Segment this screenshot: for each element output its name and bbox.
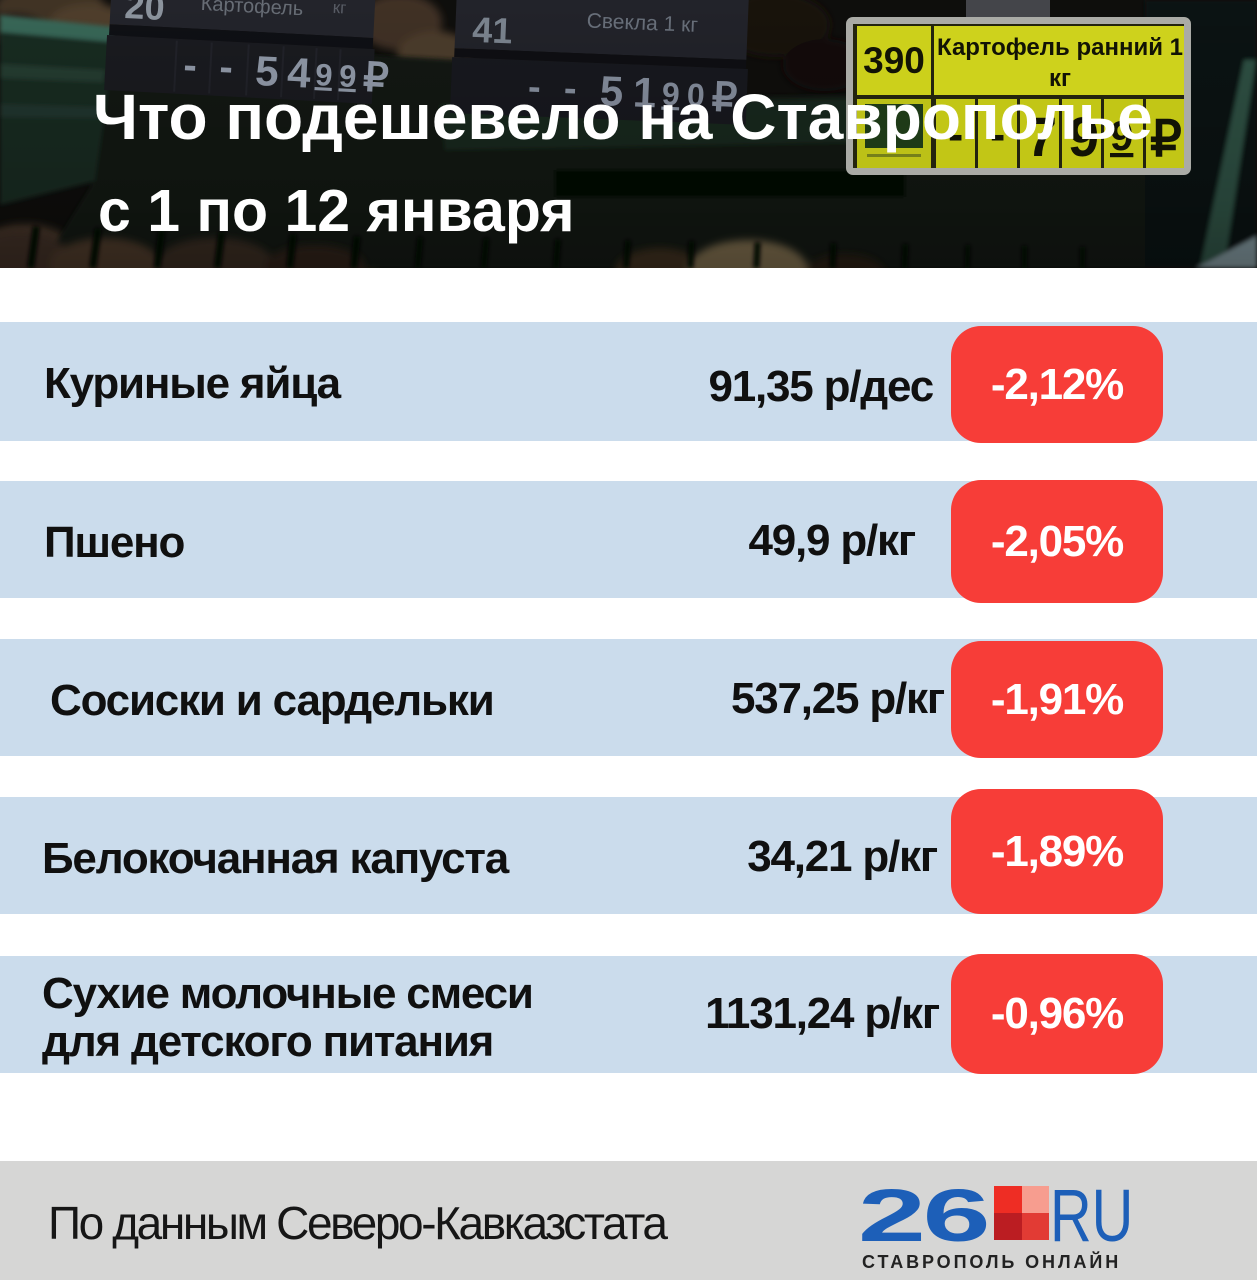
svg-text:Картофель ранний 1: Картофель ранний 1 xyxy=(937,34,1183,61)
svg-text:7: 7 xyxy=(1026,105,1057,168)
svg-text:9: 9 xyxy=(1110,112,1133,159)
svg-text:-: - xyxy=(990,108,1005,160)
svg-text:₽: ₽ xyxy=(1150,111,1182,167)
svg-text:-: - xyxy=(948,108,963,160)
svg-text:кг: кг xyxy=(1049,65,1071,92)
svg-text:9: 9 xyxy=(1068,105,1099,168)
svg-text:390: 390 xyxy=(863,40,925,81)
